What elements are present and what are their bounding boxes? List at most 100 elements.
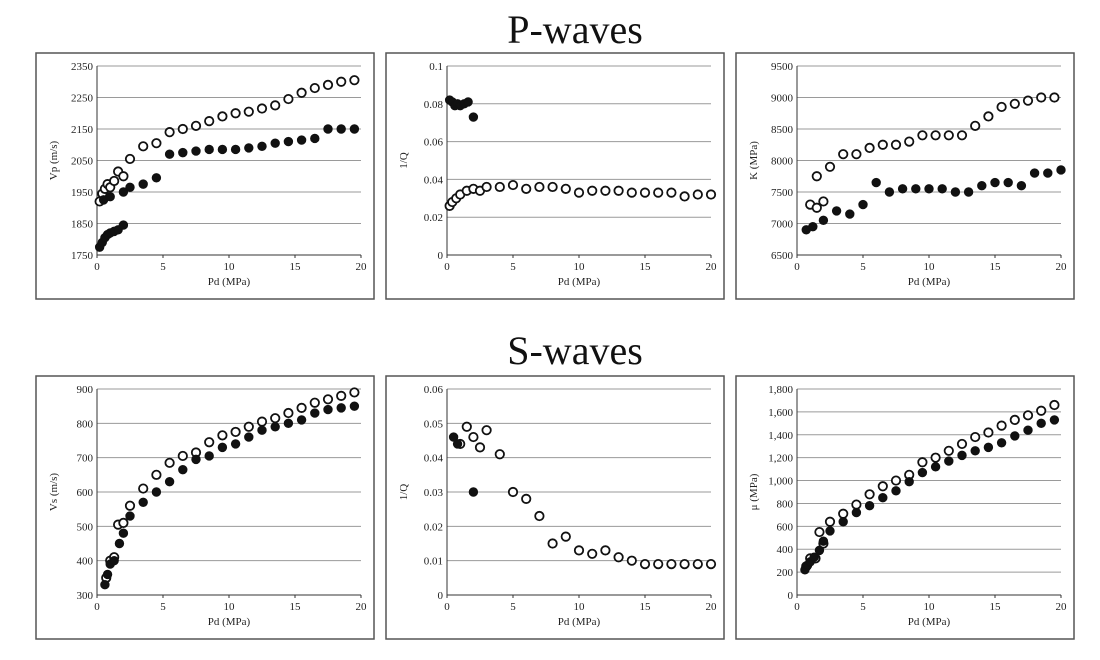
x-tick-label: 0 <box>444 601 450 613</box>
open-data-point <box>653 559 664 570</box>
open-data-point <box>1049 92 1060 103</box>
y-tick-label: 1,200 <box>768 453 793 465</box>
open-data-point <box>838 508 849 519</box>
filled-data-point <box>217 144 228 155</box>
open-data-point <box>118 517 129 528</box>
chart-mu-modulus: 0 200 400 600 800 1,000 1,200 1,400 1,600 1,800 0 5… <box>735 375 1075 640</box>
filled-data-point <box>996 438 1007 448</box>
filled-data-point <box>831 206 842 216</box>
open-data-point <box>1009 98 1020 109</box>
open-data-point <box>336 390 347 401</box>
filled-data-point <box>270 422 280 432</box>
open-data-point <box>679 559 690 570</box>
x-tick-label: 5 <box>860 601 866 613</box>
x-tick-label: 0 <box>794 601 800 613</box>
filled-data-point <box>1010 431 1020 441</box>
open-data-point <box>587 548 598 559</box>
open-data-point <box>461 421 472 432</box>
y-tick-label: 2250 <box>71 93 94 105</box>
y-tick-label: 1,000 <box>768 476 793 488</box>
open-data-point <box>177 123 188 135</box>
x-tick-label: 20 <box>706 601 718 613</box>
filled-data-point <box>244 143 254 153</box>
filled-data-point <box>448 432 459 442</box>
open-data-point <box>1036 92 1047 103</box>
open-data-point <box>151 469 162 480</box>
open-data-point <box>613 185 624 196</box>
filled-data-point <box>930 462 941 472</box>
filled-data-point <box>838 517 848 527</box>
y-tick-label: 6500 <box>771 250 794 262</box>
y-axis-label: μ (MPa) <box>748 473 760 510</box>
open-data-point <box>917 130 928 141</box>
y-tick-label: 0.05 <box>424 418 444 430</box>
open-data-point <box>124 500 136 511</box>
y-axis-label: 1/Q <box>398 152 410 169</box>
y-tick-label: 2350 <box>71 61 94 73</box>
filled-data-point <box>1023 425 1033 435</box>
open-data-point <box>1049 399 1060 411</box>
open-data-point <box>309 397 320 408</box>
open-data-point <box>124 153 136 165</box>
filled-data-point <box>937 184 947 194</box>
x-axis-label: Pd (MPa) <box>908 616 951 628</box>
open-data-point <box>204 116 215 127</box>
y-tick-label: 1950 <box>71 187 94 199</box>
open-data-point <box>336 76 347 87</box>
filled-data-point <box>125 511 135 521</box>
filled-data-point <box>204 144 214 155</box>
y-tick-label: 0.01 <box>424 556 443 568</box>
x-axis-label: Pd (MPa) <box>208 616 251 628</box>
open-data-point <box>983 111 994 122</box>
filled-data-point <box>858 199 868 210</box>
open-data-point <box>256 416 268 427</box>
filled-data-point <box>917 467 928 478</box>
filled-data-point <box>1003 177 1013 188</box>
x-axis-label: Pd (MPa) <box>558 276 601 288</box>
open-data-point <box>824 516 836 527</box>
open-data-point <box>943 445 954 456</box>
x-tick-label: 15 <box>990 601 1002 613</box>
y-tick-label: 0.06 <box>424 384 444 396</box>
open-data-point <box>230 426 241 438</box>
filled-data-point <box>818 536 829 546</box>
x-tick-label: 0 <box>444 261 450 273</box>
filled-data-point <box>296 415 307 425</box>
x-axis-label: Pd (MPa) <box>208 276 251 288</box>
filled-data-point <box>950 187 961 197</box>
filled-data-point <box>1036 418 1046 429</box>
open-data-point <box>1022 410 1034 421</box>
y-tick-label: 2050 <box>71 156 94 168</box>
open-data-point <box>190 120 202 131</box>
filled-data-point <box>911 184 921 194</box>
y-tick-label: 600 <box>77 487 94 499</box>
x-tick-label: 0 <box>94 601 100 613</box>
filled-data-point <box>178 464 188 475</box>
open-data-point <box>864 142 875 154</box>
filled-data-point <box>1043 168 1053 178</box>
y-tick-label: 1750 <box>71 250 94 262</box>
filled-data-point <box>191 146 201 156</box>
y-tick-label: 7000 <box>771 219 794 231</box>
filled-data-point <box>1029 168 1040 178</box>
filled-data-point <box>884 187 895 197</box>
filled-data-point <box>1056 165 1066 175</box>
y-tick-label: 400 <box>77 556 94 568</box>
y-tick-label: 9000 <box>771 93 794 105</box>
open-data-point <box>534 181 545 193</box>
filled-data-point <box>323 404 333 415</box>
open-data-point <box>890 139 902 150</box>
open-data-point <box>877 481 888 492</box>
x-tick-label: 10 <box>574 601 586 613</box>
open-data-point <box>243 421 254 432</box>
x-tick-label: 20 <box>706 261 718 273</box>
open-data-point <box>626 555 637 566</box>
filled-data-point <box>814 545 825 556</box>
open-data-point <box>692 559 703 570</box>
open-data-point <box>177 450 188 462</box>
open-data-point <box>309 82 320 94</box>
filled-data-point <box>808 221 818 232</box>
open-data-point <box>996 101 1007 113</box>
filled-data-point <box>349 401 360 411</box>
open-data-point <box>824 161 836 172</box>
